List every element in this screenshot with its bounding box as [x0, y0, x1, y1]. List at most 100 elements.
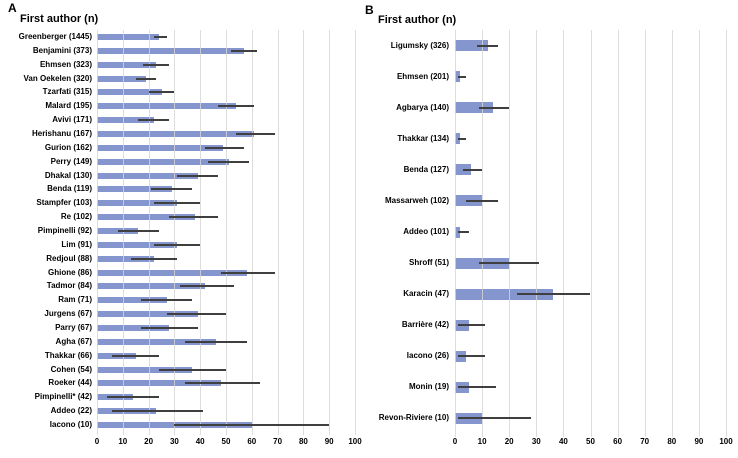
category-label: Ligumsky (326)	[390, 40, 449, 50]
error-bar	[205, 146, 245, 149]
category-label: Parry (67)	[55, 323, 92, 333]
gridline	[200, 30, 202, 435]
bar	[97, 338, 216, 345]
x-tick-label: 80	[298, 437, 308, 446]
error-bar	[179, 285, 234, 288]
category-label: Stampfer (103)	[36, 198, 92, 208]
category-label: Karacin (47)	[403, 289, 449, 299]
bar	[97, 61, 157, 68]
gridline	[174, 30, 176, 435]
error-bar	[236, 132, 275, 135]
x-tick-label: 60	[247, 437, 257, 446]
x-tick-label: 100	[719, 437, 733, 446]
category-label: Ram (71)	[58, 295, 92, 305]
bar	[97, 311, 198, 318]
error-bar	[207, 160, 250, 163]
gridline	[644, 30, 646, 437]
category-label: Addeo (22)	[50, 406, 92, 416]
gridline	[698, 30, 700, 437]
category-label: Lim (91)	[61, 239, 92, 249]
bar	[455, 102, 493, 114]
error-bar	[457, 355, 485, 358]
gridline	[563, 30, 565, 437]
gridline	[148, 30, 150, 435]
error-bar	[457, 417, 531, 420]
category-label: Ehmsen (201)	[396, 71, 449, 81]
error-bar	[176, 174, 219, 177]
category-label: Dhakal (130)	[44, 170, 92, 180]
gridline	[303, 30, 305, 435]
bar	[97, 144, 224, 151]
category-label: Malard (195)	[45, 101, 92, 111]
category-label: Benda (119)	[47, 184, 92, 194]
gridline	[617, 30, 619, 437]
error-bar	[479, 106, 510, 109]
bar	[97, 200, 177, 207]
error-bar	[463, 168, 483, 171]
category-label: Iacono (10)	[49, 420, 92, 430]
gridline	[355, 30, 356, 435]
error-bar	[117, 230, 159, 232]
x-tick-label: 40	[558, 437, 568, 446]
x-tick-label: 0	[94, 437, 100, 446]
bar	[97, 75, 147, 82]
gridline	[671, 30, 673, 437]
category-label: Massarweh (102)	[384, 195, 449, 205]
x-tick-label: 70	[273, 437, 283, 446]
error-bar	[135, 77, 157, 80]
error-bar	[130, 257, 177, 260]
category-label: Gurion (162)	[44, 142, 92, 152]
error-bar	[231, 49, 257, 52]
error-bar	[158, 368, 226, 371]
category-label: Agha (67)	[55, 336, 92, 346]
category-label: Agbarya (140)	[396, 102, 449, 112]
category-label: Ghione (86)	[47, 267, 92, 277]
bar	[97, 366, 193, 373]
bar	[97, 269, 247, 276]
x-tick-label: 90	[694, 437, 704, 446]
gridline	[251, 30, 253, 435]
category-label: Re (102)	[60, 212, 92, 222]
category-label: Thakkar (134)	[397, 133, 449, 143]
category-label: Pimpinelli* (42)	[34, 392, 92, 402]
category-label: Avivi (171)	[52, 115, 92, 125]
gridline	[455, 30, 456, 437]
category-label: Jurgens (67)	[44, 309, 92, 319]
x-tick-label: 40	[195, 437, 205, 446]
error-bar	[218, 105, 255, 108]
error-bar	[465, 199, 499, 202]
category-label: Shroff (51)	[409, 258, 449, 268]
error-bar	[457, 75, 466, 78]
bar	[97, 33, 159, 40]
bar	[97, 47, 245, 54]
error-bar	[153, 243, 201, 246]
panel-b-title: First author (n)	[378, 14, 457, 26]
x-tick-label: 20	[504, 437, 514, 446]
x-tick-label: 20	[144, 437, 154, 446]
category-label: Barrière (42)	[401, 320, 449, 330]
bar	[97, 89, 162, 96]
bar	[455, 40, 488, 52]
bar	[97, 297, 167, 304]
error-bar	[107, 396, 159, 399]
gridline	[329, 30, 331, 435]
gridline	[509, 30, 511, 437]
error-bar	[220, 271, 275, 274]
x-tick-label: 60	[613, 437, 623, 446]
bar	[97, 283, 206, 290]
x-tick-label: 80	[667, 437, 677, 446]
gridline	[482, 30, 484, 437]
category-label: Ehmsen (323)	[39, 59, 92, 69]
bar	[97, 186, 172, 193]
category-label: Herishanu (167)	[31, 128, 92, 138]
bar	[97, 214, 196, 221]
panel-b-letter: B	[365, 3, 374, 17]
bar	[455, 288, 553, 300]
error-bar	[148, 91, 175, 94]
x-tick-label: 0	[452, 437, 458, 446]
bar	[97, 255, 154, 262]
category-label: Greenberger (1445)	[18, 31, 92, 41]
bar	[97, 117, 154, 124]
error-bar	[153, 202, 201, 205]
bar	[97, 172, 198, 179]
